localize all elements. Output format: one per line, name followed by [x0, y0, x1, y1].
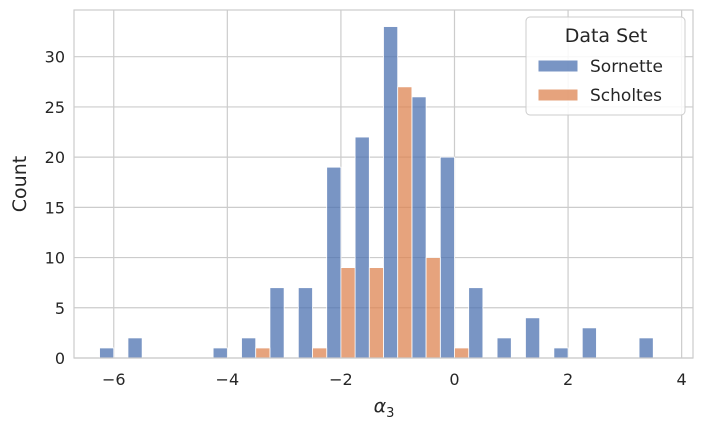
bar-sornette	[127, 337, 143, 359]
bar-sornette	[468, 287, 484, 359]
x-tick-label: 2	[563, 370, 573, 389]
bar-sornette	[241, 337, 257, 359]
y-tick-label: 0	[55, 349, 65, 368]
bar-sornette	[638, 337, 654, 359]
bar-sornette	[326, 166, 342, 359]
bar-scholtes	[312, 347, 328, 359]
bar-sornette	[525, 317, 541, 359]
x-tick-label: 4	[677, 370, 687, 389]
bar-sornette	[383, 26, 399, 359]
legend-label-sornette: Sornette	[590, 57, 663, 77]
legend-swatch-sornette	[537, 59, 579, 73]
bar-sornette	[297, 287, 313, 359]
bar-sornette	[212, 347, 228, 359]
bar-sornette	[439, 156, 455, 359]
y-tick-labels: 0 5 10 15 20 25 30	[45, 48, 65, 368]
bar-scholtes	[425, 257, 441, 359]
bar-sornette	[553, 347, 569, 359]
legend: Data Set Sornette Scholtes	[525, 16, 686, 116]
plot-frame	[73, 9, 694, 359]
bar-scholtes	[340, 267, 356, 359]
x-axis-label-main: α	[374, 395, 387, 417]
bar-scholtes	[255, 347, 271, 359]
y-tick-label: 10	[45, 249, 65, 268]
series-scholtes	[255, 86, 470, 359]
x-axis-label: α3	[374, 395, 395, 421]
bar-sornette	[411, 96, 427, 359]
legend-label-scholtes: Scholtes	[590, 86, 662, 106]
x-tick-labels: −6 −4 −2 0 2 4	[102, 370, 687, 389]
x-tick-label: −4	[216, 370, 240, 389]
legend-swatch-scholtes	[537, 88, 579, 102]
y-tick-label: 25	[45, 98, 65, 117]
bar-sornette	[99, 347, 115, 359]
bar-sornette	[269, 287, 285, 359]
x-tick-label: −6	[102, 370, 126, 389]
bar-sornette	[354, 136, 370, 359]
x-tick-label: 0	[449, 370, 459, 389]
y-axis-label: Count	[9, 156, 31, 212]
bar-scholtes	[397, 86, 413, 359]
bar-scholtes	[368, 267, 384, 359]
y-tick-label: 15	[45, 198, 65, 217]
x-tick-label: −2	[329, 370, 353, 389]
bar-sornette	[496, 337, 512, 359]
bar-scholtes	[454, 347, 470, 359]
legend-title: Data Set	[565, 25, 648, 47]
x-axis-label-subscript: 3	[386, 406, 394, 421]
y-tick-label: 20	[45, 148, 65, 167]
y-tick-label: 30	[45, 48, 65, 67]
series-sornette	[99, 26, 654, 359]
y-tick-label: 5	[55, 299, 65, 318]
bar-sornette	[581, 327, 597, 359]
